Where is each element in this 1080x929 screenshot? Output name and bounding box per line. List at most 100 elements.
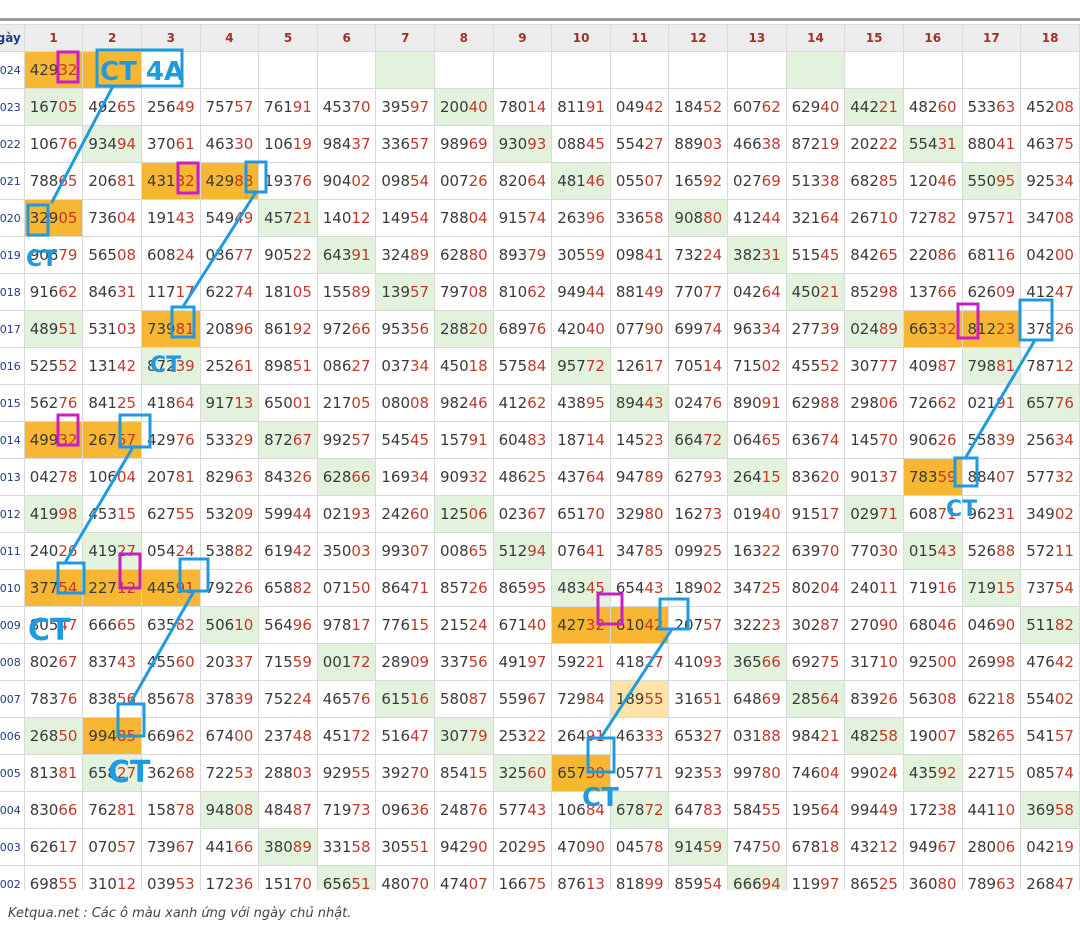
result-cell: 71916 xyxy=(902,569,963,607)
cell-last-two-digits: 27 xyxy=(116,764,137,782)
cell-last-two-digits: 58 xyxy=(1054,801,1074,819)
result-cell: 09854 xyxy=(375,162,436,200)
cell-leading-digits: 727 xyxy=(908,209,938,227)
cell-last-two-digits: 95 xyxy=(585,394,605,412)
table-row: 022 10676 93494 37061 46330 10619 98437 33657 98… xyxy=(0,125,1080,163)
result-cell: 61942 xyxy=(258,532,318,570)
result-cell: 53329 xyxy=(199,421,260,459)
result-cell: 69855 xyxy=(23,865,84,890)
result-cell: 83743 xyxy=(82,643,142,681)
cell-last-two-digits: 78 xyxy=(58,468,78,486)
cell-last-two-digits: 54 xyxy=(703,875,723,890)
result-cell: 37061 xyxy=(141,125,201,163)
cell-last-two-digits: 41 xyxy=(996,135,1016,153)
cell-leading-digits: 055 xyxy=(615,172,645,190)
result-cell: 98969 xyxy=(434,125,494,163)
cell-last-two-digits: 89 xyxy=(878,320,898,338)
cell-last-two-digits: 21 xyxy=(292,209,312,227)
cell-leading-digits: 125 xyxy=(439,505,469,523)
result-cell: 62793 xyxy=(668,458,729,496)
cell-leading-digits: 864 xyxy=(381,579,411,597)
result-cell: 46375 xyxy=(1020,125,1080,163)
table-row: 003 62617 07057 73967 44166 38089 33158 30551 94… xyxy=(0,828,1080,866)
cell-leading-digits: 337 xyxy=(439,653,469,671)
cell-last-two-digits: 26 xyxy=(878,690,898,708)
cell-last-two-digits: 51 xyxy=(703,690,723,708)
cell-last-two-digits: 32 xyxy=(58,61,78,79)
cell-last-two-digits: 15 xyxy=(996,579,1016,597)
cell-leading-digits: 719 xyxy=(322,801,352,819)
row-year-label: 008 xyxy=(0,643,25,681)
result-cell: 99449 xyxy=(844,791,904,829)
cell-leading-digits: 554 xyxy=(1026,690,1055,708)
result-cell: 61042 xyxy=(609,606,670,644)
cell-leading-digits: 057 xyxy=(615,764,645,782)
result-cell: 02769 xyxy=(727,162,787,200)
cell-leading-digits: 189 xyxy=(615,690,645,708)
cell-last-two-digits: 55 xyxy=(175,505,195,523)
cell-last-two-digits: 32 xyxy=(585,616,605,634)
result-cell: 56276 xyxy=(23,384,84,422)
result-cell: 05771 xyxy=(609,754,670,792)
cell-last-two-digits: 15 xyxy=(116,505,137,523)
cell-leading-digits: 098 xyxy=(381,172,411,190)
cell-last-two-digits: 23 xyxy=(644,431,664,449)
results-table-container[interactable]: gày 1 2 3 4 5 6 7 8 9 10 11 12 13 14 15 … xyxy=(0,24,1080,890)
cell-last-two-digits: 11 xyxy=(1054,542,1074,560)
cell-last-two-digits: 16 xyxy=(410,690,430,708)
cell-leading-digits: 190 xyxy=(908,727,938,745)
cell-last-two-digits: 57 xyxy=(1054,727,1074,745)
result-cell: 25634 xyxy=(1020,421,1080,459)
cell-leading-digits: 419 xyxy=(88,542,117,560)
cell-last-two-digits: 12 xyxy=(351,209,371,227)
result-cell: 41998 xyxy=(23,495,84,533)
cell-last-two-digits: 60 xyxy=(527,764,547,782)
cell-leading-digits: 455 xyxy=(791,357,821,375)
cell-leading-digits: 412 xyxy=(733,209,762,227)
result-cell: 01543 xyxy=(902,532,963,570)
cell-leading-digits: 792 xyxy=(205,579,235,597)
result-cell: 51182 xyxy=(1020,606,1080,644)
table-header-row: gày 1 2 3 4 5 6 7 8 9 10 11 12 13 14 15 … xyxy=(0,24,1080,52)
cell-leading-digits: 787 xyxy=(1026,357,1055,375)
result-cell: 65882 xyxy=(258,569,318,607)
cell-last-two-digits: 46 xyxy=(937,616,957,634)
cell-last-two-digits: 87 xyxy=(820,616,840,634)
cell-leading-digits: 378 xyxy=(1026,320,1055,338)
cell-last-two-digits: 72 xyxy=(703,431,723,449)
cell-last-two-digits: 20 xyxy=(820,468,840,486)
table-row: 019 90679 56508 60824 03677 90522 64391 32489 62… xyxy=(0,236,1080,274)
cell-last-two-digits: 54 xyxy=(58,579,78,597)
cell-leading-digits: 647 xyxy=(674,801,704,819)
result-cell: 89379 xyxy=(492,236,553,274)
cell-last-two-digits: 64 xyxy=(527,172,547,190)
cell-last-two-digits: 39 xyxy=(234,690,254,708)
cell-last-two-digits: 39 xyxy=(996,431,1016,449)
cell-leading-digits: 541 xyxy=(1026,727,1055,745)
cell-leading-digits: 450 xyxy=(791,283,821,301)
cell-last-two-digits: 67 xyxy=(527,690,547,708)
cell-leading-digits: 854 xyxy=(439,764,469,782)
result-cell: 31710 xyxy=(844,643,904,681)
cell-leading-digits: 906 xyxy=(29,246,59,264)
cell-leading-digits: 859 xyxy=(674,875,704,890)
cell-last-two-digits: 78 xyxy=(175,690,195,708)
result-cell: 76281 xyxy=(82,791,142,829)
result-cell: 13957 xyxy=(375,273,436,311)
cell-last-two-digits: 76 xyxy=(1054,394,1074,412)
cell-leading-digits: 516 xyxy=(381,727,411,745)
cell-leading-digits: 438 xyxy=(557,394,586,412)
cell-last-two-digits: 21 xyxy=(820,727,840,745)
result-cell: 14012 xyxy=(316,199,377,237)
cell-leading-digits: 288 xyxy=(439,320,469,338)
result-cell: 48345 xyxy=(551,569,611,607)
result-cell xyxy=(199,51,260,89)
cell-last-two-digits: 76 xyxy=(527,320,547,338)
cell-last-two-digits: 06 xyxy=(468,505,488,523)
cell-leading-digits: 450 xyxy=(439,357,469,375)
cell-leading-digits: 608 xyxy=(146,246,176,264)
result-cell: 13766 xyxy=(902,273,963,311)
cell-last-two-digits: 51 xyxy=(410,838,430,856)
result-cell: 72782 xyxy=(902,199,963,237)
result-cell: 88041 xyxy=(961,125,1022,163)
